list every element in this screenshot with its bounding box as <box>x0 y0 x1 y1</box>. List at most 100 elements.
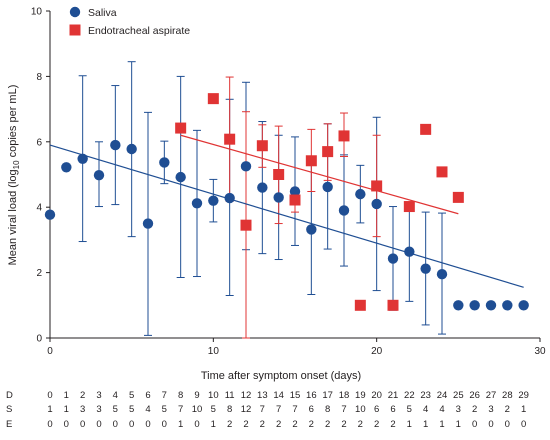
table-cell: 1 <box>178 419 183 430</box>
table-cell: 6 <box>309 404 314 415</box>
table-cell: 0 <box>472 419 477 430</box>
table-cell: 10 <box>355 404 366 415</box>
table-cell: 7 <box>341 404 346 415</box>
saliva-point <box>338 205 350 216</box>
table-cell: 2 <box>472 404 477 415</box>
table-cell: 1 <box>456 419 461 430</box>
table-cell: 8 <box>325 404 330 415</box>
table-cell: 0 <box>64 419 69 430</box>
table-cell: 14 <box>273 390 284 401</box>
table-cell: 2 <box>390 419 395 430</box>
endotracheal-point <box>354 299 366 311</box>
table-cell: 0 <box>194 419 199 430</box>
saliva-point <box>322 181 333 193</box>
saliva-point <box>44 209 56 220</box>
table-cell: 2 <box>260 419 265 430</box>
x-tick-label: 20 <box>371 346 383 357</box>
table-cell: 5 <box>129 404 134 415</box>
endotracheal-point <box>436 166 448 178</box>
y-tick-label: 4 <box>36 203 42 214</box>
saliva-point <box>420 263 431 274</box>
table-cell: 2 <box>292 419 297 430</box>
x-tick-label: 0 <box>47 346 53 357</box>
table-cell: 0 <box>521 419 526 430</box>
saliva-point <box>142 218 154 229</box>
axes: 0 2 4 6 8 10 0 10 20 30 <box>31 7 546 358</box>
saliva-point <box>306 224 317 235</box>
saliva-point <box>387 253 399 264</box>
saliva-point <box>208 195 219 206</box>
saliva-point <box>273 192 284 203</box>
table-cell: 21 <box>388 390 399 401</box>
endotracheal-point <box>273 169 285 180</box>
table-cell: 3 <box>456 404 461 415</box>
y-tick-label: 0 <box>36 334 42 345</box>
table-cell: 4 <box>113 390 118 401</box>
endotracheal-point <box>224 133 236 145</box>
saliva-point <box>355 188 366 200</box>
table-cell: 2 <box>309 419 314 430</box>
saliva-point <box>518 300 529 311</box>
table-cell: 27 <box>486 390 497 401</box>
table-cell: 2 <box>325 419 330 430</box>
table-cell: 1 <box>521 404 526 415</box>
legend: Saliva Endotracheal aspirate <box>69 6 190 37</box>
table-cell: 0 <box>96 419 101 430</box>
trend-lines <box>49 134 524 288</box>
table-cell: 5 <box>113 404 118 415</box>
legend-endotracheal-label: Endotracheal aspirate <box>88 25 190 37</box>
legend-endotracheal-marker <box>69 24 81 36</box>
table-cell: 6 <box>145 390 150 401</box>
endotracheal-point <box>338 130 350 142</box>
endotracheal-point <box>240 219 252 231</box>
table-cell: 0 <box>47 419 52 430</box>
saliva-point <box>77 153 88 165</box>
y-tick-label: 6 <box>36 137 42 148</box>
table-cell: 0 <box>145 419 150 430</box>
table-cell: 2 <box>341 419 346 430</box>
table-cell: 20 <box>371 390 382 401</box>
table-cell: 7 <box>178 404 183 415</box>
table-cell: 4 <box>439 404 444 415</box>
table-cell: 0 <box>162 419 167 430</box>
table-cell: 3 <box>96 404 101 415</box>
endotracheal-point <box>387 299 399 311</box>
table-cell: 2 <box>227 419 232 430</box>
table-cell: 16 <box>306 390 317 401</box>
table-cell: 8 <box>178 390 183 401</box>
x-axis-title: Time after symptom onset (days) <box>201 370 361 382</box>
saliva-point <box>371 198 382 210</box>
table-cell: 0 <box>129 419 134 430</box>
y-tick-label: 10 <box>31 7 43 18</box>
endotracheal-point <box>420 123 432 135</box>
table-cell: 28 <box>502 390 513 401</box>
table-cell: 29 <box>518 390 529 401</box>
table-cell: 6 <box>374 404 379 415</box>
sample-count-table: DSE0101102303304505506407508719100105111… <box>6 390 529 430</box>
table-cell: 10 <box>192 404 203 415</box>
endotracheal-point <box>305 155 317 167</box>
table-cell: 9 <box>194 390 199 401</box>
table-cell: 0 <box>47 390 52 401</box>
table-cell: 12 <box>241 404 252 415</box>
saliva-point <box>159 157 170 168</box>
table-row-label: E <box>6 419 12 430</box>
endotracheal-point <box>322 146 334 158</box>
table-cell: 19 <box>355 390 366 401</box>
table-cell: 15 <box>290 390 301 401</box>
endotracheal-markers <box>175 93 464 311</box>
table-row-label: D <box>6 390 13 401</box>
saliva-point <box>436 269 448 280</box>
saliva-point <box>289 186 301 197</box>
table-cell: 7 <box>162 390 167 401</box>
saliva-point <box>110 139 121 151</box>
table-cell: 2 <box>276 419 281 430</box>
table-cell: 8 <box>227 404 232 415</box>
y-axis-title: Mean viral load (log10 copies per mL) <box>7 85 21 266</box>
table-cell: 5 <box>162 404 167 415</box>
saliva-point <box>93 169 105 181</box>
saliva-point <box>224 192 235 204</box>
table-cell: 2 <box>358 419 363 430</box>
table-cell: 0 <box>505 419 510 430</box>
